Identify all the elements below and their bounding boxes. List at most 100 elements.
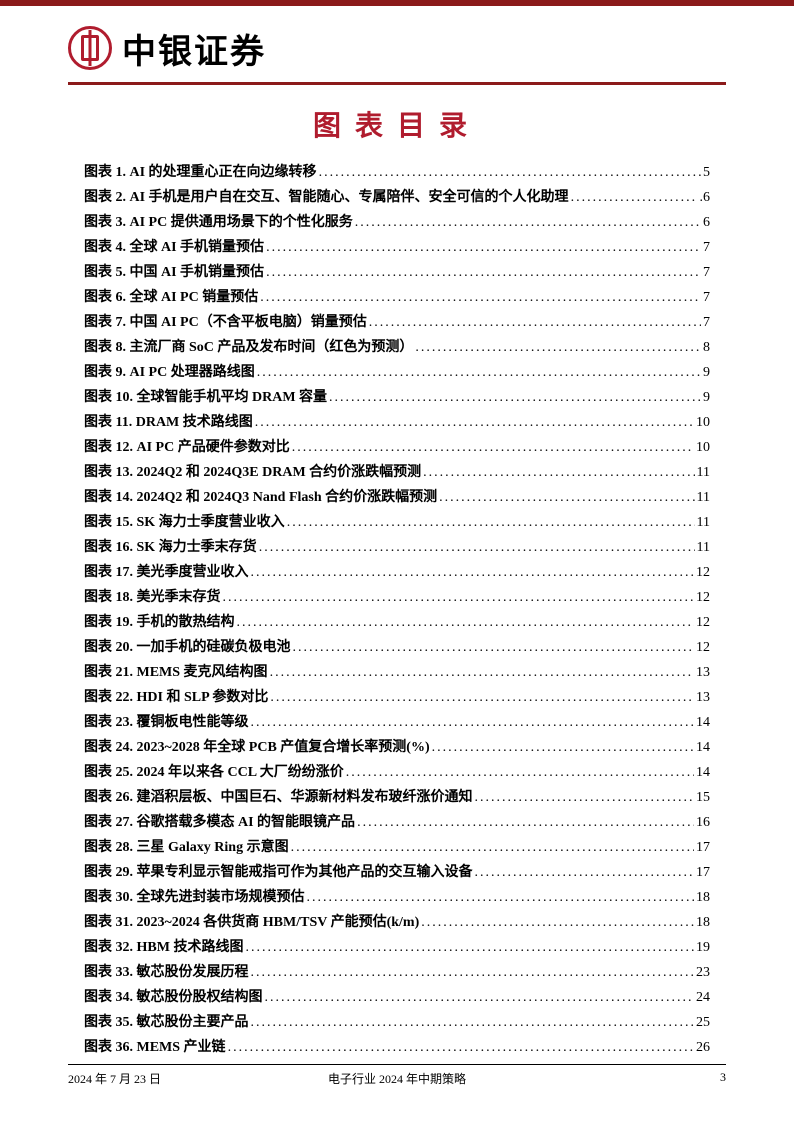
toc-entry-dots — [357, 816, 694, 830]
logo-icon — [68, 26, 112, 70]
toc-entry-label: 图表 14. 2024Q2 和 2024Q3 Nand Flash 合约价涨跌幅… — [84, 491, 437, 505]
toc-entry-dots — [292, 441, 694, 455]
toc-entry-dots — [265, 991, 695, 1005]
toc-list: 图表 1. AI 的处理重心正在向边缘转移 5 图表 2. AI 手机是用户自在交互… — [84, 166, 710, 1055]
footer-date: 2024 年 7 月 23 日 — [68, 1070, 161, 1087]
toc-entry-label: 图表 22. HDI 和 SLP 参数对比 — [84, 691, 268, 705]
toc-entry-dots — [369, 316, 701, 330]
toc-entry-dots — [270, 691, 694, 705]
footer-center: 电子行业 2024 年中期策略 — [328, 1070, 466, 1087]
toc-entry-dots — [439, 491, 694, 505]
toc-entry: 图表 7. 中国 AI PC（不含平板电脑）销量预估7 — [84, 316, 710, 330]
toc-entry-dots — [475, 791, 695, 805]
toc-entry-label: 图表 33. 敏芯股份发展历程 — [84, 966, 249, 980]
toc-entry-dots — [329, 391, 701, 405]
toc-entry: 图表 36. MEMS 产业链26 — [84, 1041, 710, 1055]
toc-entry-label: 图表 11. DRAM 技术路线图 — [84, 416, 253, 430]
toc-entry: 图表 5. 中国 AI 手机销量预估7 — [84, 266, 710, 280]
toc-entry-page: 10 — [696, 441, 710, 455]
toc-entry: 图表 3. AI PC 提供通用场景下的个性化服务6 — [84, 216, 710, 230]
toc-entry-page: 19 — [696, 941, 710, 955]
toc-entry: 图表 4. 全球 AI 手机销量预估7 — [84, 241, 710, 255]
page: 中银证券 图表目录 图表 1. AI 的处理重心正在向边缘转移5图表 2. AI… — [0, 0, 794, 1123]
toc-entry-dots — [266, 241, 701, 255]
toc-entry-label: 图表 34. 敏芯股份股权结构图 — [84, 991, 263, 1005]
toc-entry-page: 12 — [696, 591, 710, 605]
toc-entry-dots — [251, 1016, 695, 1030]
toc-entry: 图表 33. 敏芯股份发展历程 23 — [84, 966, 710, 980]
toc-entry: 图表 9. AI PC 处理器路线图9 — [84, 366, 710, 380]
toc-entry-page: 5 — [703, 166, 710, 180]
toc-entry-page: 14 — [696, 716, 710, 730]
toc-entry-page: 18 — [696, 891, 710, 905]
toc-entry-dots — [287, 516, 695, 530]
header-underline — [68, 82, 726, 85]
toc-entry-dots — [346, 766, 694, 780]
toc-entry-label: 图表 21. MEMS 麦克风结构图 — [84, 666, 268, 680]
toc-entry-dots — [319, 166, 701, 180]
toc-entry-label: 图表 1. AI 的处理重心正在向边缘转移 — [84, 166, 317, 180]
toc-entry: 图表 32. HBM 技术路线图 19 — [84, 941, 710, 955]
toc-entry: 图表 30. 全球先进封装市场规模预估 18 — [84, 891, 710, 905]
toc-entry-page: 11 — [697, 541, 710, 555]
toc-entry-label: 图表 20. 一加手机的硅碳负极电池 — [84, 641, 291, 655]
toc-entry: 图表 25. 2024 年以来各 CCL 大厂纷纷涨价14 — [84, 766, 710, 780]
top-accent-bar — [0, 0, 794, 6]
toc-entry-page: 7 — [703, 316, 710, 330]
toc-entry-label: 图表 28. 三星 Galaxy Ring 示意图 — [84, 841, 289, 855]
toc-entry: 图表 28. 三星 Galaxy Ring 示意图 17 — [84, 841, 710, 855]
toc-entry: 图表 6. 全球 AI PC 销量预估7 — [84, 291, 710, 305]
toc-entry-page: 11 — [697, 516, 710, 530]
toc-entry: 图表 21. MEMS 麦克风结构图13 — [84, 666, 710, 680]
toc-entry-label: 图表 16. SK 海力士季末存货 — [84, 541, 257, 555]
toc-entry-dots — [270, 666, 694, 680]
toc-entry: 图表 19. 手机的散热结构12 — [84, 616, 710, 630]
toc-entry-label: 图表 19. 手机的散热结构 — [84, 616, 235, 630]
toc-entry-page: 26 — [696, 1041, 710, 1055]
toc-entry-label: 图表 18. 美光季末存货 — [84, 591, 221, 605]
toc-entry-dots — [237, 616, 695, 630]
toc-entry-page: 14 — [696, 741, 710, 755]
toc-entry: 图表 35. 敏芯股份主要产品25 — [84, 1016, 710, 1030]
toc-entry-page: 17 — [696, 841, 710, 855]
toc-entry-label: 图表 31. 2023~2024 各供货商 HBM/TSV 产能预估(k/m) — [84, 916, 419, 930]
toc-entry-dots — [255, 416, 694, 430]
toc-entry-page: 11 — [697, 466, 710, 480]
toc-entry-label: 图表 2. AI 手机是用户自在交互、智能随心、专属陪伴、安全可信的个人化助理 — [84, 191, 569, 205]
toc-entry-page: 23 — [696, 966, 710, 980]
toc-entry-dots — [291, 841, 694, 855]
toc-entry-label: 图表 35. 敏芯股份主要产品 — [84, 1016, 249, 1030]
toc-entry: 图表 12. AI PC 产品硬件参数对比10 — [84, 441, 710, 455]
toc-entry: 图表 22. HDI 和 SLP 参数对比 13 — [84, 691, 710, 705]
header: 中银证券 — [68, 18, 726, 78]
toc-entry-page: 13 — [696, 691, 710, 705]
toc-entry-page: .6 — [700, 191, 711, 205]
toc-entry-label: 图表 4. 全球 AI 手机销量预估 — [84, 241, 264, 255]
toc-entry: 图表 18. 美光季末存货 12 — [84, 591, 710, 605]
toc-entry-dots — [423, 466, 694, 480]
toc-entry-dots — [293, 641, 695, 655]
toc-entry-label: 图表 15. SK 海力士季度营业收入 — [84, 516, 285, 530]
toc-entry-dots — [223, 591, 695, 605]
toc-entry-dots — [260, 291, 701, 305]
toc-entry-dots — [251, 716, 695, 730]
toc-entry-page: 12 — [696, 641, 710, 655]
toc-entry: 图表 23. 覆铜板电性能等级14 — [84, 716, 710, 730]
toc-entry-label: 图表 30. 全球先进封装市场规模预估 — [84, 891, 305, 905]
toc-entry-page: 7 — [703, 291, 710, 305]
toc-entry-page: 10 — [696, 416, 710, 430]
toc-entry: 图表 10. 全球智能手机平均 DRAM 容量9 — [84, 391, 710, 405]
toc-entry-dots — [251, 566, 695, 580]
toc-entry-page: 9 — [703, 391, 710, 405]
toc-entry: 图表 20. 一加手机的硅碳负极电池 12 — [84, 641, 710, 655]
toc-entry-label: 图表 13. 2024Q2 和 2024Q3E DRAM 合约价涨跌幅预测 — [84, 466, 421, 480]
toc-entry-label: 图表 32. HBM 技术路线图 — [84, 941, 243, 955]
toc-entry-label: 图表 9. AI PC 处理器路线图 — [84, 366, 255, 380]
toc-entry-dots — [432, 741, 694, 755]
toc-entry-label: 图表 17. 美光季度营业收入 — [84, 566, 249, 580]
toc-entry-page: 17 — [696, 866, 710, 880]
toc-entry-page: 7 — [703, 266, 710, 280]
footer: 2024 年 7 月 23 日 电子行业 2024 年中期策略 3 — [68, 1064, 726, 1087]
toc-entry-label: 图表 8. 主流厂商 SoC 产品及发布时间（红色为预测） — [84, 341, 413, 355]
toc-entry-dots — [251, 966, 695, 980]
